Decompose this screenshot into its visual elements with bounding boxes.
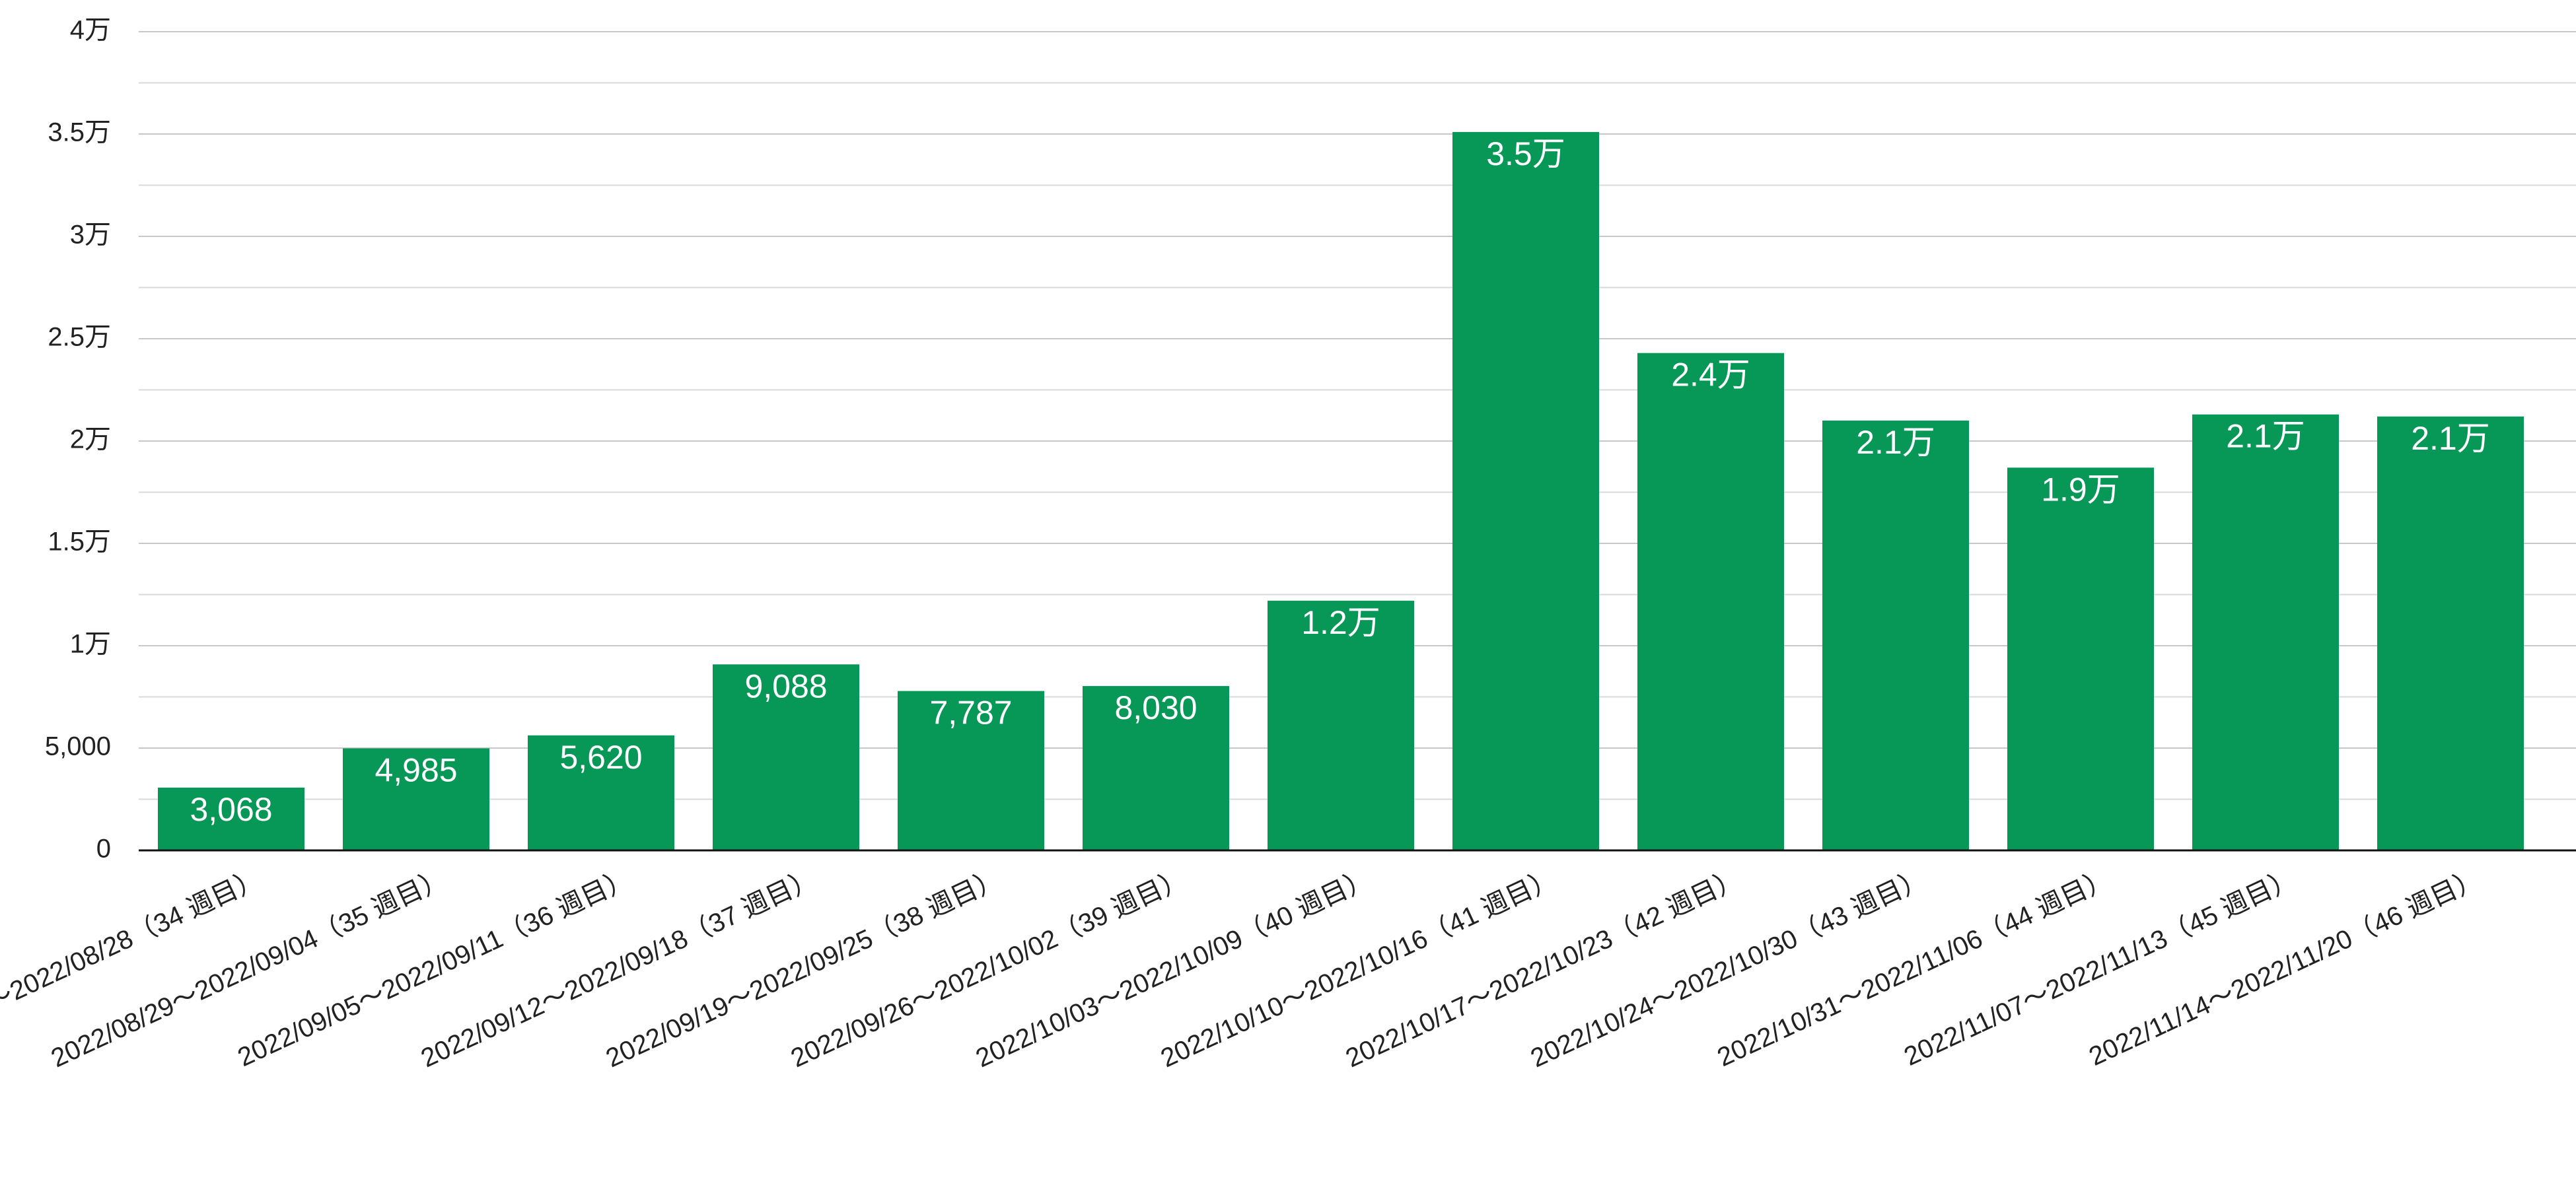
bar <box>2007 467 2154 850</box>
y-axis-tick-labels: 0 5,000 1万 1.5万 2万 2.5万 3万 3.5万 4万 <box>45 16 111 864</box>
y-tick-label: 2.5万 <box>48 323 111 352</box>
data-label: 2.1万 <box>1856 424 1935 461</box>
bar <box>1637 353 1784 850</box>
y-tick-label: 1万 <box>70 630 111 659</box>
data-label: 9,088 <box>744 668 827 704</box>
data-label: 4,985 <box>375 751 457 788</box>
bars <box>158 131 2524 850</box>
data-label: 8,030 <box>1114 689 1197 726</box>
data-label: 2.1万 <box>2411 420 2490 457</box>
y-tick-label: 1.5万 <box>48 528 111 557</box>
data-label: 1.2万 <box>1301 604 1380 641</box>
data-label: 7,787 <box>929 695 1012 732</box>
bar <box>343 748 489 850</box>
y-tick-label: 3.5万 <box>48 118 111 147</box>
bar <box>158 787 304 850</box>
bar <box>713 664 859 850</box>
bar <box>898 691 1044 850</box>
data-labels: 3,068 4,985 5,620 9,088 7,787 8,030 1.2万 3.5万 2.… <box>190 135 2489 828</box>
y-tick-label: 0 <box>96 835 111 864</box>
y-tick-label: 2万 <box>70 425 111 454</box>
bar <box>528 735 674 850</box>
bar <box>1822 421 1969 850</box>
bar <box>1268 600 1414 850</box>
bar <box>2192 414 2339 850</box>
data-label: 2.1万 <box>2226 418 2305 455</box>
y-tick-label: 5,000 <box>45 732 111 761</box>
data-label: 5,620 <box>559 739 642 776</box>
y-tick-label: 4万 <box>70 16 111 45</box>
data-label: 2.4万 <box>1671 357 1750 394</box>
data-label: 3.5万 <box>1486 135 1565 172</box>
y-tick-label: 3万 <box>70 221 111 250</box>
gridlines <box>139 31 2576 800</box>
data-label: 1.9万 <box>2041 471 2120 508</box>
bar <box>1452 131 1599 850</box>
data-label: 3,068 <box>190 791 272 828</box>
bar <box>2377 416 2524 850</box>
bar <box>1083 686 1229 850</box>
x-axis-tick-labels: 2022/08/22～2022/08/28（34 週目）2022/08/29～2… <box>0 864 2486 1073</box>
